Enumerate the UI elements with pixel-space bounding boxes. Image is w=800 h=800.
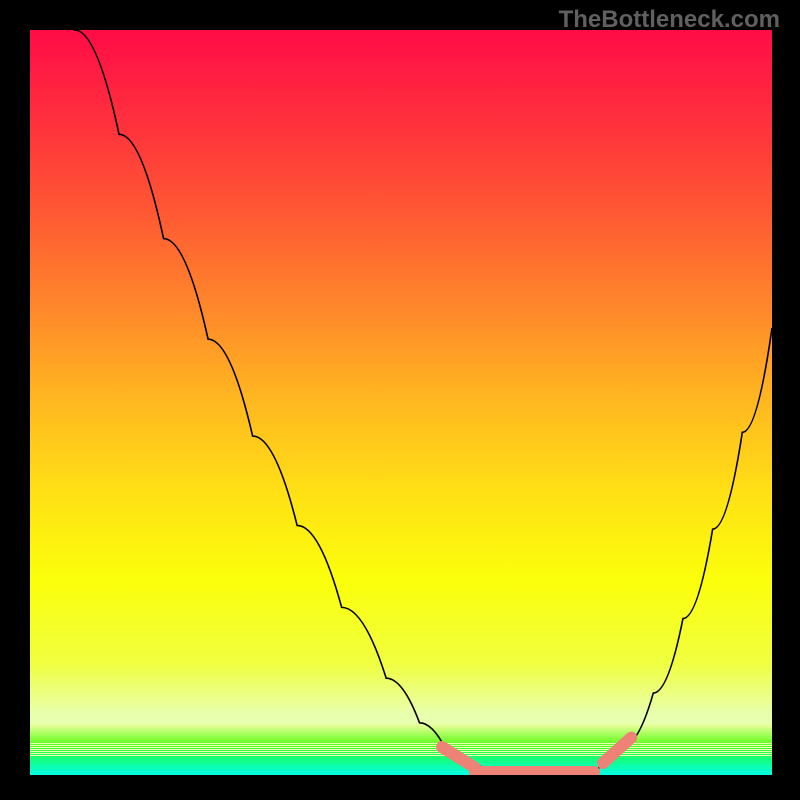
watermark-text: TheBottleneck.com bbox=[559, 6, 780, 34]
highlight-segment bbox=[469, 766, 600, 775]
bottleneck-chart bbox=[30, 30, 772, 775]
bottleneck-curve-path bbox=[30, 30, 772, 775]
bottleneck-curve bbox=[30, 30, 772, 775]
